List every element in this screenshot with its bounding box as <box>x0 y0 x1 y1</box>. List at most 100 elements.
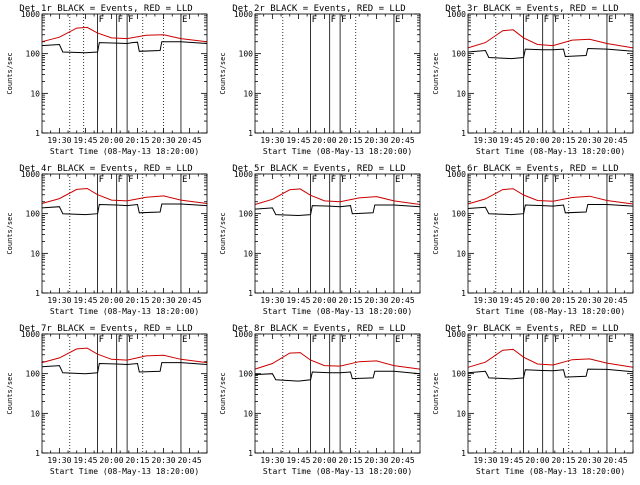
x-tick-label: 19:45 <box>499 136 523 145</box>
x-tick-label: 20:30 <box>365 136 389 145</box>
marker-label: E <box>395 15 400 25</box>
marker-label: F <box>118 175 123 185</box>
plot-frame <box>467 173 634 294</box>
y-axis-label: Counts/sec <box>432 372 440 414</box>
series-line-2 <box>467 348 634 368</box>
y-axis-label: Counts/sec <box>219 212 227 254</box>
chart-title: Det 2r BLACK = Events, RED = LLD <box>232 4 405 14</box>
x-tick-label: 19:45 <box>73 456 97 465</box>
y-tick-label: 10 <box>243 89 253 98</box>
y-tick-label: 10 <box>456 249 466 258</box>
chart-title: Det 8r BLACK = Events, RED = LLD <box>232 324 405 334</box>
y-tick-label: 1000 <box>447 170 466 179</box>
y-tick-label: 10 <box>456 89 466 98</box>
y-tick-label: 1 <box>35 129 40 138</box>
x-tick-label: 20:45 <box>178 456 202 465</box>
x-tick-label: 20:45 <box>604 296 628 305</box>
marker-label: E <box>608 15 613 25</box>
marker-label: F <box>544 175 549 185</box>
x-tick-label: 20:30 <box>152 136 176 145</box>
x-axis-label: Start Time (08-May-13 18:20:00) <box>50 467 199 476</box>
y-tick-label: 1000 <box>234 330 253 339</box>
x-tick-label: 20:00 <box>99 456 123 465</box>
marker-label: F <box>312 175 317 185</box>
y-tick-label: 1 <box>248 129 253 138</box>
x-axis-label: Start Time (08-May-13 18:20:00) <box>263 467 412 476</box>
x-tick-label: 20:15 <box>338 136 362 145</box>
marker-label: F <box>544 15 549 25</box>
series-line-1 <box>467 47 634 60</box>
x-tick-label: 19:30 <box>47 136 71 145</box>
chart-panel-8: Det 8r BLACK = Events, RED = LLD Counts/s… <box>219 324 421 476</box>
series-line-2 <box>467 188 634 205</box>
y-tick-label: 10 <box>456 409 466 418</box>
marker-label: F <box>544 335 549 345</box>
chart-panel-7: Det 7r BLACK = Events, RED = LLD Counts/s… <box>6 324 208 476</box>
x-tick-label: 20:30 <box>365 296 389 305</box>
x-tick-label: 20:00 <box>99 296 123 305</box>
x-tick-label: 19:30 <box>260 136 284 145</box>
chart-panel-3: Det 3r BLACK = Events, RED = LLD Counts/s… <box>432 4 634 156</box>
x-tick-label: 19:45 <box>73 296 97 305</box>
x-tick-label: 20:30 <box>152 296 176 305</box>
marker-label: E <box>182 15 187 25</box>
marker-label: E <box>395 175 400 185</box>
chart-panel-2: Det 2r BLACK = Events, RED = LLD Counts/s… <box>219 4 421 156</box>
y-tick-label: 10 <box>243 409 253 418</box>
marker-label: F <box>99 175 104 185</box>
y-tick-label: 10 <box>30 249 40 258</box>
marker-label: F <box>128 175 133 185</box>
y-tick-label: 1 <box>248 289 253 298</box>
x-axis-label: Start Time (08-May-13 18:20:00) <box>263 307 412 316</box>
y-tick-label: 100 <box>452 370 467 379</box>
x-tick-label: 20:00 <box>312 136 336 145</box>
x-tick-label: 20:45 <box>178 136 202 145</box>
x-tick-label: 20:00 <box>99 136 123 145</box>
series-line-1 <box>467 368 634 380</box>
x-tick-label: 20:00 <box>312 296 336 305</box>
y-tick-label: 100 <box>239 50 254 59</box>
marker-label: F <box>99 15 104 25</box>
x-tick-label: 20:45 <box>391 456 415 465</box>
marker-label: E <box>182 175 187 185</box>
series-line-1 <box>254 370 421 382</box>
chart-title: Det 3r BLACK = Events, RED = LLD <box>445 4 618 14</box>
marker-label: F <box>525 175 530 185</box>
x-tick-label: 19:45 <box>73 136 97 145</box>
x-tick-label: 20:15 <box>338 296 362 305</box>
plot-frame <box>467 13 634 134</box>
x-tick-label: 19:30 <box>473 136 497 145</box>
marker-label: F <box>331 335 336 345</box>
marker-label: F <box>525 15 530 25</box>
y-tick-label: 1 <box>461 129 466 138</box>
x-tick-label: 20:15 <box>551 296 575 305</box>
series-line-2 <box>254 352 421 370</box>
chart-title: Det 4r BLACK = Events, RED = LLD <box>19 164 192 174</box>
x-axis-label: Start Time (08-May-13 18:20:00) <box>476 467 625 476</box>
marker-label: F <box>312 335 317 345</box>
x-tick-label: 20:15 <box>551 456 575 465</box>
series-line-1 <box>467 204 634 216</box>
x-tick-label: 20:00 <box>525 296 549 305</box>
x-tick-label: 20:00 <box>525 136 549 145</box>
y-tick-label: 1000 <box>447 330 466 339</box>
marker-label: F <box>331 175 336 185</box>
marker-label: F <box>312 15 317 25</box>
marker-label: F <box>128 335 133 345</box>
chart-panel-9: Det 9r BLACK = Events, RED = LLD Counts/s… <box>432 324 634 476</box>
x-tick-label: 19:45 <box>286 456 310 465</box>
y-tick-label: 100 <box>26 370 41 379</box>
y-tick-label: 100 <box>239 370 254 379</box>
x-tick-label: 19:45 <box>286 136 310 145</box>
chart-title: Det 7r BLACK = Events, RED = LLD <box>19 324 192 334</box>
x-tick-label: 20:45 <box>604 136 628 145</box>
plot-frame <box>254 13 421 134</box>
marker-label: F <box>554 175 559 185</box>
y-tick-label: 1 <box>35 289 40 298</box>
x-tick-label: 20:15 <box>125 136 149 145</box>
y-tick-label: 1000 <box>447 10 466 19</box>
y-axis-label: Counts/sec <box>6 212 14 254</box>
y-tick-label: 100 <box>452 50 467 59</box>
marker-label: E <box>182 335 187 345</box>
x-tick-label: 20:45 <box>178 296 202 305</box>
